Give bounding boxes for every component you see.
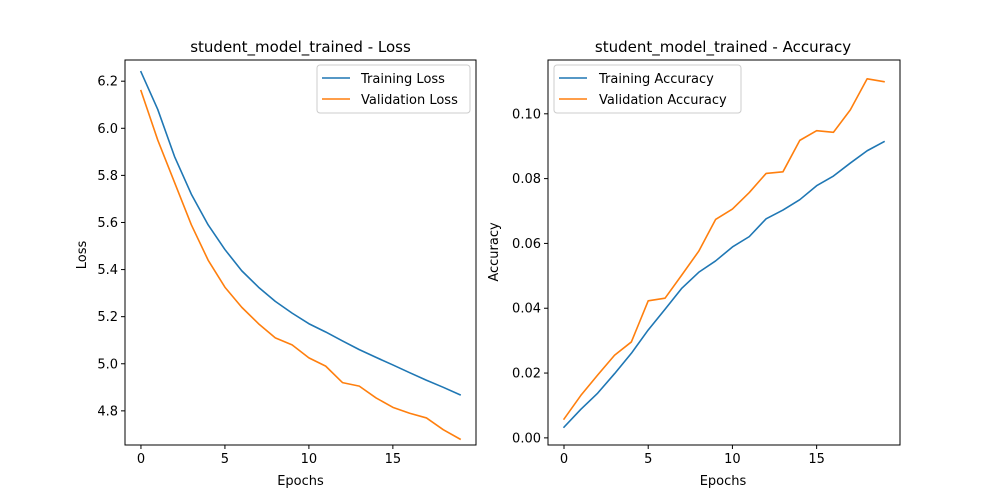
legend-label-validation-accuracy: Validation Accuracy — [599, 93, 727, 108]
x-axis-label: Epochs — [700, 474, 747, 489]
x-tick-label: 0 — [560, 452, 568, 467]
x-tick-label: 10 — [301, 452, 318, 467]
y-tick-label: 0.08 — [512, 172, 541, 187]
y-tick-label: 5.4 — [97, 263, 118, 278]
series-line-training-loss — [139, 70, 462, 396]
y-axis-label: Loss — [75, 241, 90, 270]
series-line-training-accuracy — [562, 140, 886, 429]
x-tick-label: 0 — [137, 452, 145, 467]
series-line-validation-loss — [139, 89, 462, 441]
x-tick-label: 15 — [808, 452, 825, 467]
y-tick-label: 0.10 — [512, 107, 541, 122]
chart-title: student_model_trained - Loss — [190, 38, 411, 57]
legend-label-training-loss: Training Loss — [360, 72, 445, 87]
loss-chart: student_model_trained - Loss Epochs Loss… — [75, 38, 477, 489]
y-tick-label: 5.8 — [97, 169, 118, 184]
x-axis-label: Epochs — [277, 474, 324, 489]
chart-title: student_model_trained - Accuracy — [595, 38, 851, 57]
x-tick-label: 15 — [385, 452, 402, 467]
legend-box — [553, 64, 742, 114]
y-tick-label: 0.00 — [512, 431, 541, 446]
accuracy-chart: student_model_trained - Accuracy Epochs … — [487, 38, 901, 489]
y-tick-label: 6.2 — [97, 75, 118, 90]
y-axis-label: Accuracy — [487, 222, 502, 282]
legend-label-validation-loss: Validation Loss — [361, 93, 458, 108]
plot-frame — [547, 59, 901, 446]
y-tick-label: 5.0 — [97, 357, 118, 372]
y-tick-label: 6.0 — [97, 122, 118, 137]
y-tick-label: 0.02 — [512, 367, 541, 382]
series-layer — [562, 78, 886, 429]
legend: Training Loss Validation Loss — [316, 64, 471, 114]
legend: Training Accuracy Validation Accuracy — [553, 64, 742, 114]
plot-frame — [124, 59, 477, 446]
series-layer — [139, 70, 462, 441]
legend-label-training-accuracy: Training Accuracy — [598, 72, 714, 87]
y-tick-label: 5.2 — [97, 310, 118, 325]
y-tick-label: 0.06 — [512, 237, 541, 252]
x-tick-label: 10 — [724, 452, 741, 467]
x-tick-label: 5 — [221, 452, 229, 467]
y-tick-label: 0.04 — [512, 302, 541, 317]
legend-box — [316, 64, 471, 114]
series-line-validation-accuracy — [562, 78, 885, 421]
x-tick-label: 5 — [644, 452, 652, 467]
ticks-layer: 0 5 10 15 4.8 5.0 5.2 5.4 5.6 5.8 6.0 6.2 — [97, 75, 401, 467]
y-tick-label: 4.8 — [97, 404, 118, 419]
ticks-layer: 0 5 10 15 0.00 0.02 0.04 0.06 0.08 0.10 — [512, 107, 825, 467]
y-tick-label: 5.6 — [97, 216, 118, 231]
